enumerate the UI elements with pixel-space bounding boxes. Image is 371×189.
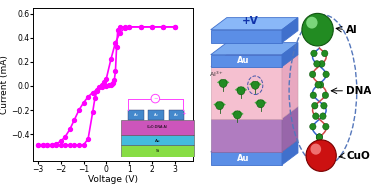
Bar bbox=[211, 55, 282, 67]
Text: +: + bbox=[182, 111, 187, 116]
Polygon shape bbox=[235, 86, 241, 94]
Polygon shape bbox=[282, 18, 298, 43]
Polygon shape bbox=[211, 43, 298, 55]
Text: ~: ~ bbox=[153, 96, 158, 101]
Circle shape bbox=[257, 100, 265, 108]
Text: Al: Al bbox=[346, 25, 358, 35]
Bar bbox=[148, 110, 164, 120]
Polygon shape bbox=[282, 43, 298, 67]
Bar bbox=[211, 67, 282, 119]
Circle shape bbox=[320, 113, 326, 119]
Polygon shape bbox=[282, 140, 298, 165]
Text: Si: Si bbox=[156, 149, 160, 153]
Polygon shape bbox=[241, 86, 247, 94]
Text: DNA: DNA bbox=[346, 86, 371, 96]
Circle shape bbox=[322, 50, 328, 57]
Text: CuO: CuO bbox=[346, 151, 370, 161]
Circle shape bbox=[216, 101, 224, 110]
Circle shape bbox=[313, 113, 319, 119]
Bar bbox=[121, 135, 194, 145]
Polygon shape bbox=[255, 99, 260, 107]
Circle shape bbox=[151, 94, 160, 103]
Polygon shape bbox=[217, 79, 223, 86]
Y-axis label: Current (mA): Current (mA) bbox=[0, 55, 9, 114]
Bar bbox=[128, 110, 144, 120]
Polygon shape bbox=[211, 18, 298, 30]
Bar bbox=[121, 145, 194, 157]
Circle shape bbox=[311, 50, 317, 57]
Circle shape bbox=[233, 111, 242, 119]
Circle shape bbox=[237, 87, 245, 95]
Bar bbox=[211, 119, 282, 152]
Circle shape bbox=[311, 144, 321, 155]
Polygon shape bbox=[211, 140, 298, 152]
Bar bbox=[211, 152, 282, 165]
Text: +V: +V bbox=[242, 16, 258, 26]
Circle shape bbox=[251, 81, 259, 89]
Bar bbox=[211, 30, 282, 43]
Polygon shape bbox=[231, 110, 237, 118]
Polygon shape bbox=[282, 107, 298, 152]
Polygon shape bbox=[211, 55, 298, 67]
Circle shape bbox=[315, 81, 321, 88]
Polygon shape bbox=[237, 110, 244, 118]
Polygon shape bbox=[249, 81, 255, 88]
Polygon shape bbox=[223, 79, 229, 86]
Circle shape bbox=[302, 13, 333, 46]
Bar bbox=[121, 120, 194, 135]
Text: Au: Au bbox=[174, 113, 179, 117]
Circle shape bbox=[309, 71, 316, 78]
Polygon shape bbox=[213, 101, 220, 108]
Circle shape bbox=[321, 102, 327, 109]
Circle shape bbox=[314, 60, 320, 67]
Text: Au: Au bbox=[154, 113, 158, 117]
Circle shape bbox=[322, 92, 329, 99]
Polygon shape bbox=[220, 101, 226, 108]
Polygon shape bbox=[255, 81, 262, 88]
Circle shape bbox=[310, 92, 316, 99]
Text: Al$^{3+}$: Al$^{3+}$ bbox=[209, 70, 223, 79]
Circle shape bbox=[319, 60, 325, 67]
Circle shape bbox=[306, 17, 318, 29]
Circle shape bbox=[323, 71, 329, 78]
Polygon shape bbox=[260, 99, 267, 107]
Text: Au: Au bbox=[237, 56, 249, 65]
Circle shape bbox=[316, 134, 322, 140]
Text: Au: Au bbox=[237, 154, 249, 163]
Circle shape bbox=[323, 123, 329, 130]
Text: Au: Au bbox=[134, 113, 138, 117]
Text: CuO:DNA:Al: CuO:DNA:Al bbox=[147, 125, 168, 129]
Circle shape bbox=[318, 81, 324, 88]
Circle shape bbox=[219, 79, 227, 88]
Circle shape bbox=[310, 123, 316, 130]
Text: Au: Au bbox=[155, 139, 160, 143]
Circle shape bbox=[306, 140, 336, 171]
Circle shape bbox=[312, 102, 318, 109]
Polygon shape bbox=[282, 55, 298, 119]
Bar bbox=[168, 110, 184, 120]
Circle shape bbox=[316, 134, 322, 140]
X-axis label: Voltage (V): Voltage (V) bbox=[88, 175, 138, 184]
